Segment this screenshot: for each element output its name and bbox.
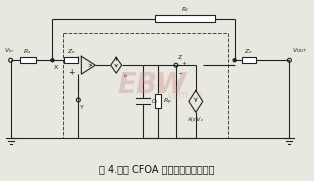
Text: -: - [179,69,182,78]
Text: $V_{OUT}$: $V_{OUT}$ [292,46,308,55]
Bar [64,57,78,63]
Bar [242,57,256,63]
Text: 图 4.本文 CFOA 交流小信号等效电路: 图 4.本文 CFOA 交流小信号等效电路 [99,164,215,174]
Text: $Z_x$: $Z_x$ [67,47,76,56]
Text: $R_s$: $R_s$ [23,47,32,56]
Circle shape [233,59,236,62]
Text: X: X [53,65,58,70]
Bar [155,15,215,22]
Text: +: + [181,61,186,66]
Text: Z: Z [178,55,182,60]
Bar [63,33,228,138]
Circle shape [51,59,54,62]
Text: $R_p$: $R_p$ [163,96,172,106]
Text: +: + [68,68,74,77]
Text: $A(s)V_z$: $A(s)V_z$ [187,115,204,124]
Text: $Z_o$: $Z_o$ [244,47,253,56]
Text: com.cn: com.cn [167,90,203,100]
Text: $V_{in}$: $V_{in}$ [4,46,14,55]
Text: $C_2$: $C_2$ [151,97,159,106]
Text: EBW: EBW [117,71,187,99]
Text: Y: Y [80,105,84,110]
Text: $R_f$: $R_f$ [181,5,189,14]
Bar [19,57,35,63]
Bar [155,94,161,108]
Text: $i_x$: $i_x$ [123,71,129,80]
